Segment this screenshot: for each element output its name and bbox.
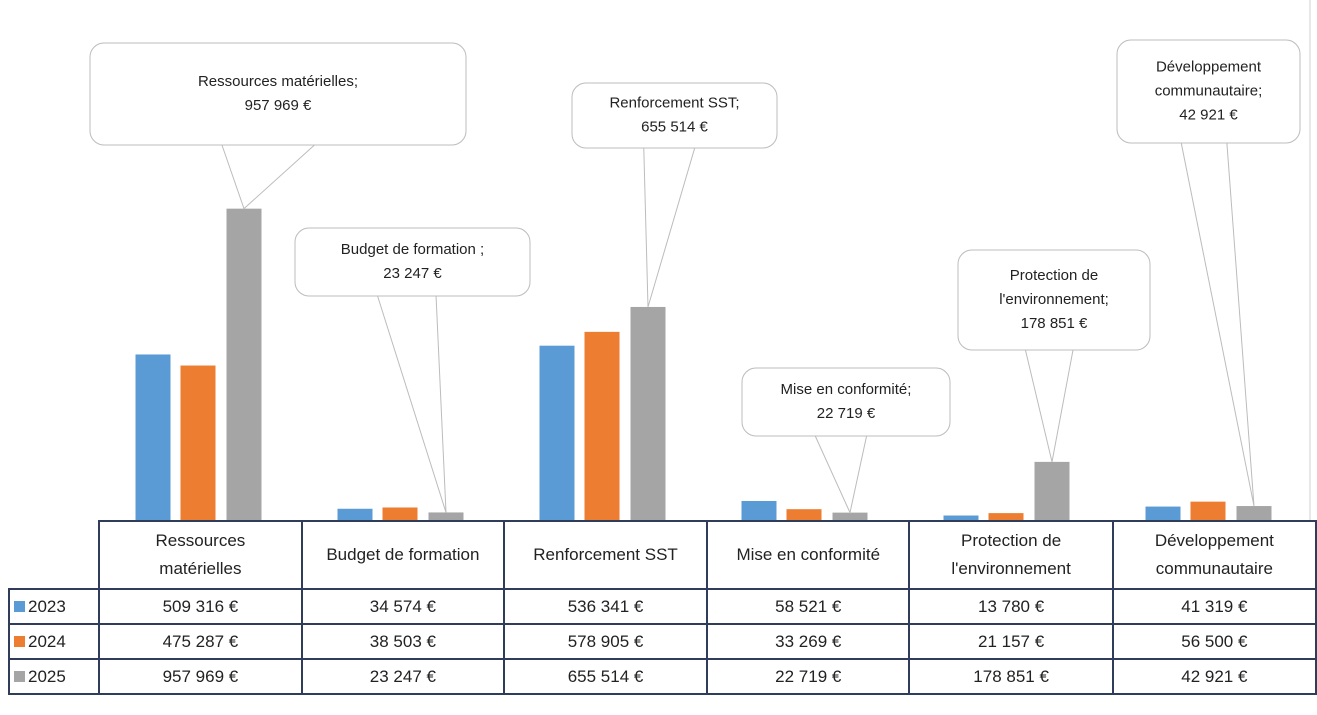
value-cell: 58 521 € [706, 588, 911, 625]
bar [180, 365, 216, 520]
legend-cell: 2023 [7, 588, 101, 625]
category-label: Renforcement SST [503, 520, 709, 590]
bar [539, 345, 575, 520]
callout-text: l'environnement; [999, 291, 1109, 308]
category-label: Budget de formation [300, 520, 506, 590]
legend-swatch [14, 600, 25, 612]
callout-text: 655 514 € [641, 118, 708, 135]
value-cell: 41 319 € [1111, 588, 1317, 625]
bar [382, 507, 418, 520]
callout-text: 178 851 € [1021, 315, 1088, 332]
bar [630, 306, 666, 520]
bar [337, 508, 373, 520]
legend-swatch [14, 635, 25, 647]
chart: Ressources matérielles; 957 969 € Budget d… [89, 0, 1311, 520]
series-row: 2024 475 287 €38 503 €578 905 €33 269 €21… [7, 623, 1317, 660]
callout-text: Budget de formation ; [341, 241, 484, 258]
bar [741, 500, 777, 520]
callout-text: 22 719 € [817, 405, 876, 422]
value-cell: 509 316 € [98, 588, 303, 625]
callout-box [89, 42, 467, 146]
value-cell: 655 514 € [503, 658, 709, 695]
callout-pointer [1024, 348, 1074, 462]
callout-text: communautaire; [1155, 82, 1263, 99]
callout-box [1116, 39, 1301, 144]
callout-text: Protection de [1010, 267, 1098, 284]
callout-text: Développement [1156, 58, 1262, 75]
callout-box [957, 249, 1151, 351]
legend-label: 2023 [28, 596, 66, 616]
callout-box [294, 227, 531, 297]
callout-box [571, 82, 778, 149]
callout-text: 23 247 € [383, 265, 442, 282]
value-cell: 21 157 € [908, 623, 1114, 660]
callout-text: Mise en conformité; [781, 381, 912, 398]
legend-cell: 2024 [7, 623, 101, 660]
value-cell: 475 287 € [98, 623, 303, 660]
bar [1190, 501, 1226, 520]
category-label: Protection de l'environnement [908, 520, 1114, 590]
series-row: 2023 509 316 €34 574 €536 341 €58 521 €13… [7, 588, 1317, 625]
bar [135, 354, 171, 520]
value-cell: 178 851 € [908, 658, 1114, 695]
bar [786, 509, 822, 520]
callout-pointer [814, 434, 868, 515]
value-cell: 56 500 € [1111, 623, 1317, 660]
bar [226, 208, 262, 520]
callout-text: Ressources matérielles; [198, 73, 358, 90]
bar [943, 515, 979, 520]
bar [1145, 506, 1181, 520]
callout-text: 957 969 € [245, 97, 312, 114]
callout-pointer [643, 146, 696, 308]
category-label: Développement communautaire [1111, 520, 1317, 590]
bar [1236, 506, 1272, 520]
category-label: Mise en conformité [706, 520, 911, 590]
callout-text: 42 921 € [1179, 106, 1238, 123]
legend-swatch [14, 670, 25, 682]
callout-box [741, 367, 951, 437]
data-table: Ressources matérielles Budget de formatio… [7, 520, 1317, 695]
value-cell: 38 503 € [300, 623, 506, 660]
value-cell: 536 341 € [503, 588, 709, 625]
value-cell: 33 269 € [706, 623, 911, 660]
legend-label: 2025 [28, 666, 66, 686]
value-cell: 34 574 € [300, 588, 506, 625]
legend-cell: 2025 [7, 658, 101, 695]
legend-label: 2024 [28, 631, 66, 651]
value-cell: 957 969 € [98, 658, 303, 695]
callout-text: Renforcement SST; [609, 94, 739, 111]
bar [1034, 461, 1070, 520]
value-cell: 22 719 € [706, 658, 911, 695]
value-cell: 23 247 € [300, 658, 506, 695]
callout-pointer [220, 143, 317, 210]
table-corner [9, 521, 101, 589]
callout-pointer [376, 294, 447, 513]
callout-pointer [1180, 141, 1255, 507]
bar [584, 331, 620, 520]
category-label: Ressources matérielles [98, 520, 303, 590]
value-cell: 42 921 € [1111, 658, 1317, 695]
series-row: 2025 957 969 €23 247 €655 514 €22 719 €17… [7, 658, 1317, 695]
value-cell: 578 905 € [503, 623, 709, 660]
header-row: Ressources matérielles Budget de formatio… [9, 520, 1317, 590]
bar [988, 513, 1024, 520]
bar [428, 512, 464, 520]
value-cell: 13 780 € [908, 588, 1114, 625]
bar [832, 512, 868, 520]
